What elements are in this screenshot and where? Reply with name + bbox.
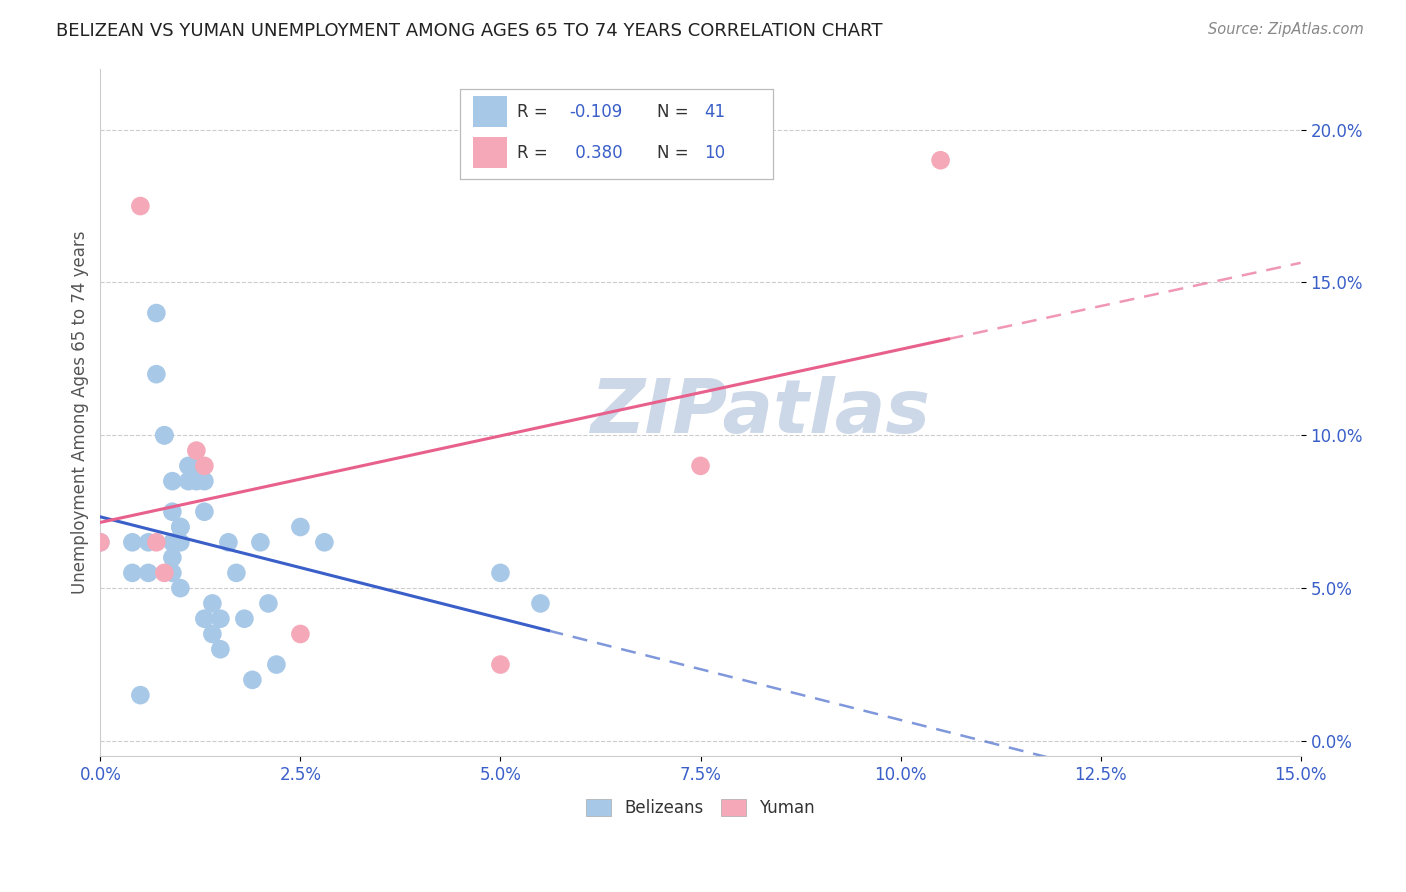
Point — [249, 535, 271, 549]
Point — [201, 627, 224, 641]
Text: ZIPatlas: ZIPatlas — [591, 376, 931, 449]
Point — [129, 199, 152, 213]
Point — [193, 505, 215, 519]
Point — [129, 688, 152, 702]
Point — [689, 458, 711, 473]
Text: Source: ZipAtlas.com: Source: ZipAtlas.com — [1208, 22, 1364, 37]
Point — [201, 596, 224, 610]
Point — [145, 306, 167, 320]
Point — [138, 535, 160, 549]
Point — [209, 642, 232, 657]
Point — [162, 566, 184, 580]
Point — [162, 505, 184, 519]
Point — [186, 443, 208, 458]
Point — [233, 612, 256, 626]
Point — [929, 153, 952, 168]
Point — [89, 535, 111, 549]
Point — [193, 612, 215, 626]
Point — [225, 566, 247, 580]
Point — [186, 458, 208, 473]
Point — [153, 566, 176, 580]
Point — [153, 428, 176, 442]
Point — [169, 520, 191, 534]
Point — [138, 566, 160, 580]
Point — [153, 428, 176, 442]
Point — [193, 458, 215, 473]
Point — [121, 535, 143, 549]
Point — [177, 474, 200, 488]
Point — [217, 535, 239, 549]
Point — [193, 474, 215, 488]
Point — [169, 581, 191, 595]
Point — [489, 566, 512, 580]
Point — [529, 596, 551, 610]
Point — [257, 596, 280, 610]
Point — [169, 535, 191, 549]
Point — [162, 550, 184, 565]
Text: BELIZEAN VS YUMAN UNEMPLOYMENT AMONG AGES 65 TO 74 YEARS CORRELATION CHART: BELIZEAN VS YUMAN UNEMPLOYMENT AMONG AGE… — [56, 22, 883, 40]
Point — [290, 520, 312, 534]
Point — [162, 535, 184, 549]
Point — [162, 474, 184, 488]
Point — [266, 657, 288, 672]
Point — [242, 673, 264, 687]
Point — [186, 474, 208, 488]
Point — [290, 627, 312, 641]
Point — [145, 367, 167, 381]
Point — [177, 458, 200, 473]
Point — [489, 657, 512, 672]
Point — [121, 566, 143, 580]
Point — [145, 535, 167, 549]
Point — [209, 612, 232, 626]
Point — [314, 535, 336, 549]
Y-axis label: Unemployment Among Ages 65 to 74 years: Unemployment Among Ages 65 to 74 years — [72, 231, 89, 594]
Point — [89, 535, 111, 549]
Legend: Belizeans, Yuman: Belizeans, Yuman — [579, 792, 821, 823]
Point — [169, 520, 191, 534]
